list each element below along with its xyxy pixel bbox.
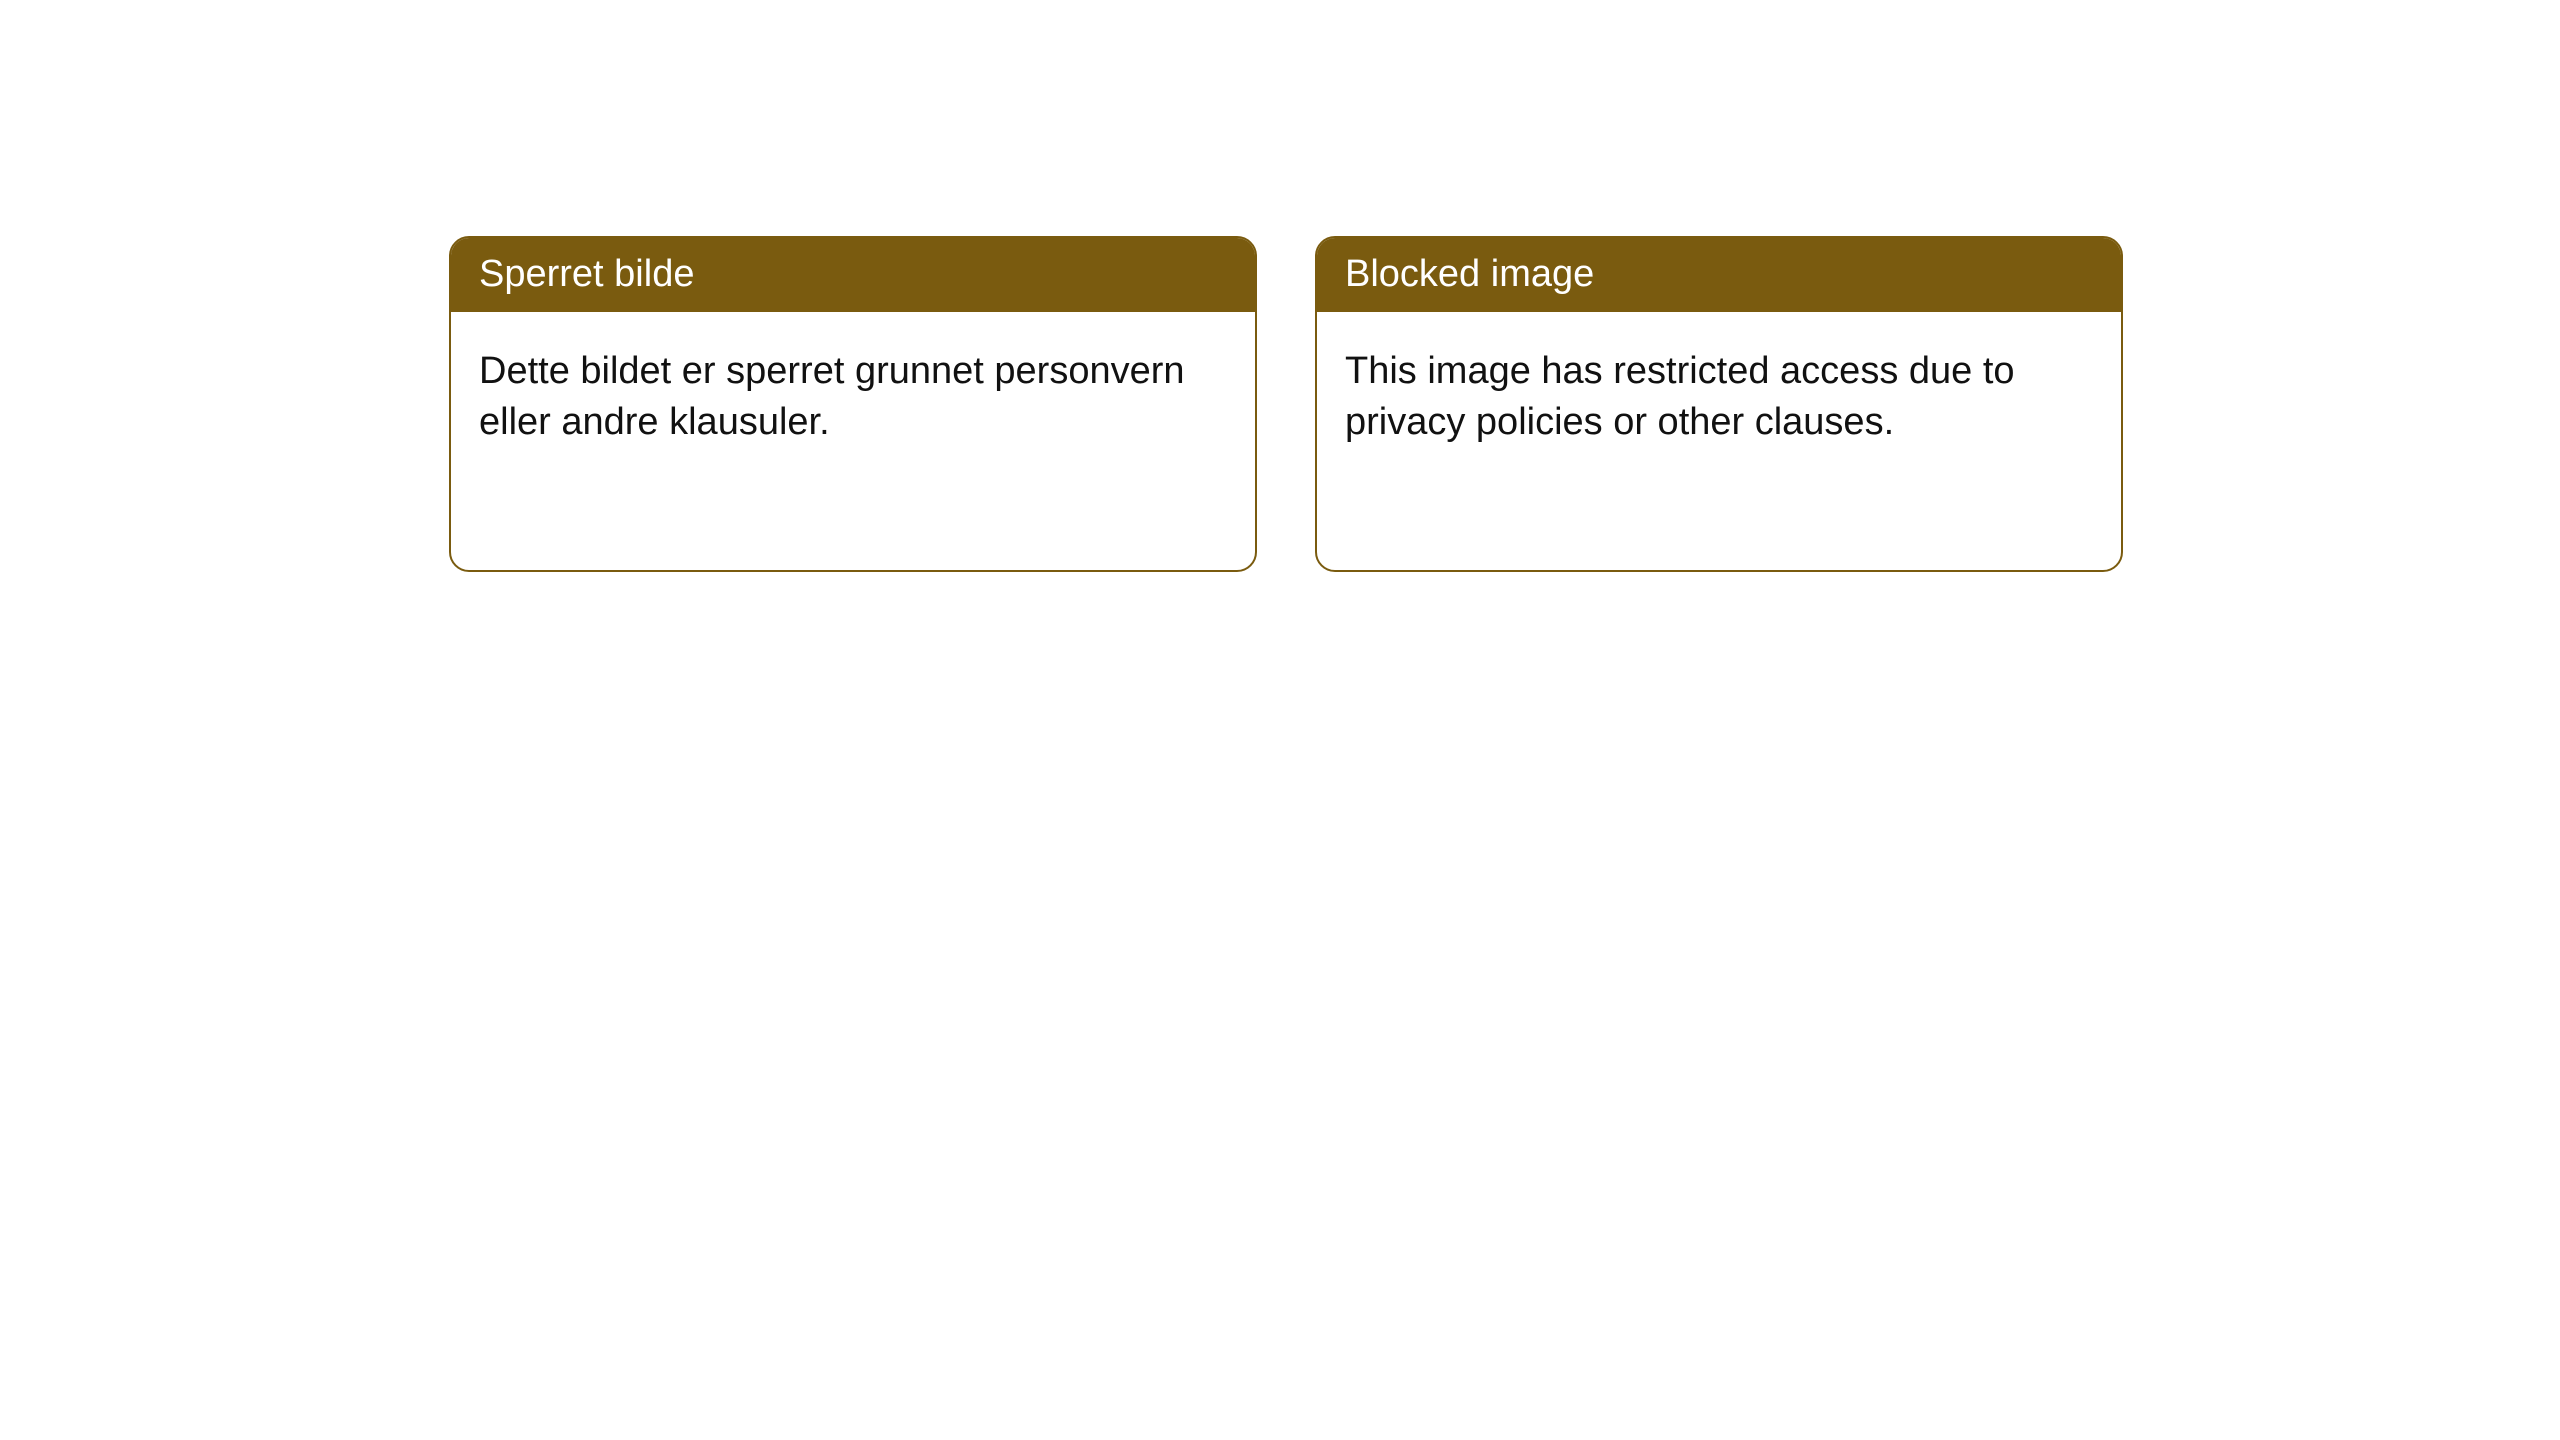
notice-card-body: Dette bildet er sperret grunnet personve…: [451, 312, 1255, 483]
notice-card-norwegian: Sperret bilde Dette bildet er sperret gr…: [449, 236, 1257, 572]
notice-card-english: Blocked image This image has restricted …: [1315, 236, 2123, 572]
notice-card-title: Blocked image: [1317, 238, 2121, 312]
notice-card-title: Sperret bilde: [451, 238, 1255, 312]
notice-cards-container: Sperret bilde Dette bildet er sperret gr…: [449, 236, 2123, 572]
notice-card-body: This image has restricted access due to …: [1317, 312, 2121, 483]
